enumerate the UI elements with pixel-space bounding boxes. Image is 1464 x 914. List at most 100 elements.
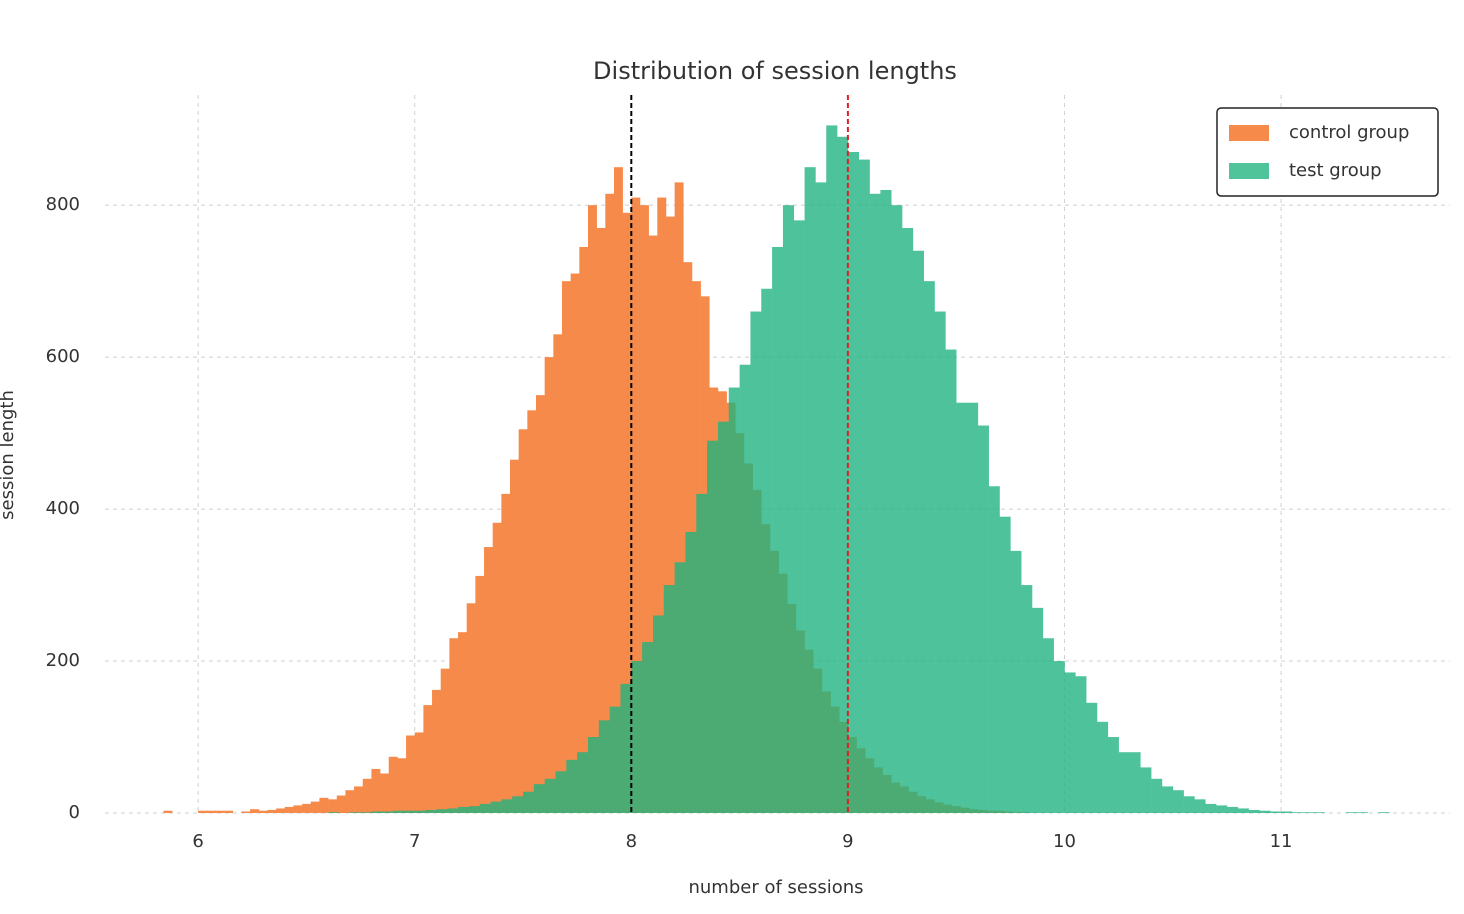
- histogram-bar: [518, 429, 528, 813]
- histogram-bar: [393, 810, 405, 813]
- histogram-bar: [1096, 721, 1109, 813]
- histogram-bar: [458, 632, 467, 813]
- histogram-bar: [397, 758, 407, 813]
- histogram-bar: [484, 547, 493, 813]
- histogram-bar: [414, 732, 424, 813]
- histogram-bar: [772, 246, 784, 814]
- histogram-bar: [1216, 805, 1228, 813]
- histogram-bar: [1194, 799, 1206, 813]
- histogram-bar: [510, 459, 519, 813]
- histogram-bar: [674, 182, 684, 813]
- legend-label: control group: [1289, 122, 1409, 143]
- histogram-bar: [1129, 752, 1141, 813]
- histogram-bar: [440, 668, 450, 813]
- histogram-bar: [345, 790, 355, 813]
- histogram-bar: [215, 810, 225, 813]
- histogram-bar: [354, 786, 364, 813]
- histogram-bar: [336, 795, 346, 813]
- series: [328, 125, 1390, 814]
- histogram-bar: [1053, 661, 1065, 813]
- y-axis-label: session length: [0, 390, 18, 520]
- histogram-bar: [570, 273, 580, 813]
- histogram-bar: [999, 516, 1011, 813]
- histogram-bar: [388, 756, 398, 813]
- histogram-bar: [696, 493, 708, 813]
- x-tick-label: 6: [192, 831, 203, 852]
- histogram-bar: [956, 402, 968, 813]
- histogram-bar: [536, 395, 545, 813]
- histogram-bar: [468, 806, 480, 813]
- histogram-bar: [1064, 672, 1076, 813]
- y-tick-label: 400: [46, 498, 80, 519]
- x-tick-label: 7: [409, 831, 420, 852]
- histogram-bar: [501, 799, 513, 813]
- histogram-bar: [739, 364, 751, 813]
- histogram-bar: [267, 809, 277, 813]
- histogram-bar: [382, 811, 394, 813]
- legend-swatch: [1229, 163, 1269, 179]
- histogram-bar: [449, 638, 459, 813]
- histogram-bar: [310, 801, 320, 813]
- histogram-bar: [1107, 737, 1119, 813]
- histogram-bar: [1086, 702, 1098, 813]
- histogram-bar: [458, 806, 470, 813]
- histogram-bar: [761, 288, 773, 813]
- histogram-bar: [328, 799, 338, 813]
- histogram-bar: [276, 808, 286, 813]
- histogram-bar: [466, 603, 476, 813]
- y-tick-label: 800: [46, 194, 80, 215]
- histogram-bar: [479, 803, 491, 813]
- histogram-bar: [605, 193, 615, 814]
- histogram-bar: [490, 801, 502, 813]
- x-tick-label: 9: [842, 831, 853, 852]
- histogram-bar: [447, 808, 459, 813]
- histogram-bar: [293, 805, 303, 813]
- histogram-bar: [579, 246, 589, 814]
- histogram-bar: [512, 796, 524, 813]
- histogram-bar: [523, 791, 535, 813]
- histogram-bar: [1313, 812, 1325, 813]
- histogram-bar: [533, 784, 545, 813]
- histogram-bar: [652, 615, 665, 813]
- histogram-bar: [544, 778, 556, 813]
- histogram-bar: [406, 735, 416, 813]
- histogram-bar: [527, 410, 537, 813]
- histogram-bar: [902, 227, 914, 814]
- histogram-bar: [250, 809, 260, 813]
- histogram-bar: [475, 575, 485, 813]
- histogram-bar: [1172, 790, 1184, 813]
- histogram-bar: [561, 281, 571, 813]
- histogram-bar: [425, 809, 437, 813]
- histogram-bar: [657, 197, 667, 814]
- histogram-bar: [826, 125, 838, 813]
- histogram-bar: [631, 197, 641, 814]
- histogram-bar: [596, 227, 606, 814]
- histogram-bar: [1140, 767, 1152, 813]
- histogram-bar: [1205, 803, 1217, 813]
- histogram-bar: [371, 768, 381, 813]
- histogram-bar: [707, 440, 719, 813]
- histogram-bar: [815, 182, 827, 813]
- histogram-bar: [403, 810, 416, 813]
- histogram-bar: [598, 720, 610, 813]
- histogram-bar: [224, 810, 234, 813]
- histogram-bar: [587, 205, 597, 813]
- histogram-bar: [837, 136, 849, 814]
- histogram-bar: [847, 151, 860, 813]
- histogram-bar: [793, 220, 805, 813]
- histogram-bar: [613, 167, 623, 813]
- histogram-bar: [1378, 812, 1390, 813]
- histogram-bar: [1291, 812, 1304, 813]
- histogram-bar: [1259, 810, 1271, 813]
- histogram-bar: [1281, 811, 1293, 813]
- x-axis-label: number of sessions: [688, 877, 863, 898]
- histogram-bar: [241, 811, 251, 813]
- histogram-bar: [206, 810, 216, 813]
- histogram-bar: [880, 189, 892, 814]
- histogram-bar: [258, 810, 268, 813]
- histogram-bar: [639, 205, 649, 813]
- histogram-bar: [432, 689, 442, 813]
- histogram-bar: [1075, 676, 1087, 813]
- histogram-bar: [555, 771, 567, 813]
